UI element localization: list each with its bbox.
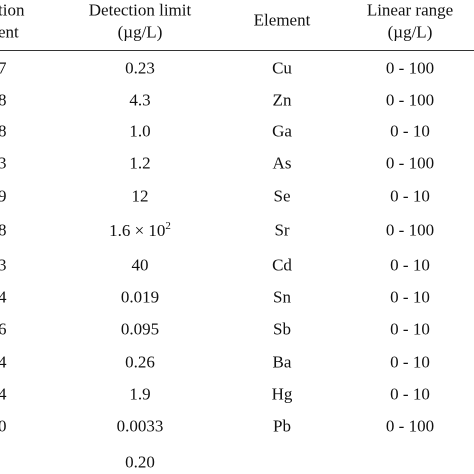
linear-range: 0 - 100 [385, 416, 435, 436]
element: Hg [271, 384, 293, 404]
element: Sn [273, 287, 291, 307]
header-text: Detection limit [88, 0, 192, 20]
cell-value: 7 [0, 58, 7, 78]
element: Cu [272, 58, 292, 78]
detection-limit: 1.2 [129, 153, 151, 173]
linear-range: 0 - 100 [385, 90, 435, 110]
cell-value: 8 [0, 121, 7, 141]
cell-value: 9 [0, 186, 7, 206]
detection-limit: 0.20 [125, 452, 155, 472]
element: Sb [273, 319, 291, 339]
linear-range: 0 - 10 [390, 121, 430, 141]
element: As [272, 153, 292, 173]
cell-value: 8 [0, 220, 7, 240]
detection-limit: 1.0 [129, 121, 151, 141]
cell-value: 4 [0, 384, 7, 404]
header-text: (µg/L) [387, 22, 433, 42]
cell-value: 4 [0, 352, 7, 372]
header-text: ent [0, 22, 19, 42]
linear-range: 0 - 10 [390, 255, 430, 275]
detection-limit: 0.095 [120, 319, 160, 339]
header-text: (µg/L) [117, 22, 163, 42]
header-text: Element [253, 10, 311, 30]
linear-range: 0 - 100 [385, 220, 435, 240]
cell-value: 0 [0, 416, 7, 436]
detection-limit: 40 [131, 255, 149, 275]
header-rule [0, 50, 474, 51]
detection-limit: 0.019 [120, 287, 160, 307]
linear-range: 0 - 10 [390, 287, 430, 307]
linear-range: 0 - 10 [390, 186, 430, 206]
detection-limit: 0.26 [125, 352, 155, 372]
element: Ba [272, 352, 292, 372]
cell-value: 3 [0, 153, 7, 173]
cell-value: 8 [0, 90, 7, 110]
cell-value: 4 [0, 287, 7, 307]
element: Cd [272, 255, 292, 275]
detection-limit: 1.9 [129, 384, 151, 404]
detection-limit: 0.0033 [116, 416, 164, 436]
element: Pb [273, 416, 291, 436]
cell-value: 6 [0, 319, 7, 339]
linear-range: 0 - 10 [390, 384, 430, 404]
linear-range: 0 - 10 [390, 319, 430, 339]
linear-range: 0 - 100 [385, 58, 435, 78]
element: Se [273, 186, 291, 206]
linear-range: 0 - 100 [385, 153, 435, 173]
element: Zn [272, 90, 292, 110]
detection-limit: 12 [131, 186, 149, 206]
detection-limit: 0.23 [125, 58, 155, 78]
limit-exponent: 2 [165, 220, 171, 233]
header-text: Linear range [366, 0, 454, 20]
element: Ga [272, 121, 292, 141]
detection-limit: 1.6 × 102 [109, 221, 171, 239]
detection-limit: 4.3 [129, 90, 151, 110]
cell-value: 3 [0, 255, 7, 275]
header-text: tion [0, 0, 25, 20]
element: Sr [274, 220, 290, 240]
limit-base: 1.6 × 10 [109, 220, 166, 240]
linear-range: 0 - 10 [390, 352, 430, 372]
